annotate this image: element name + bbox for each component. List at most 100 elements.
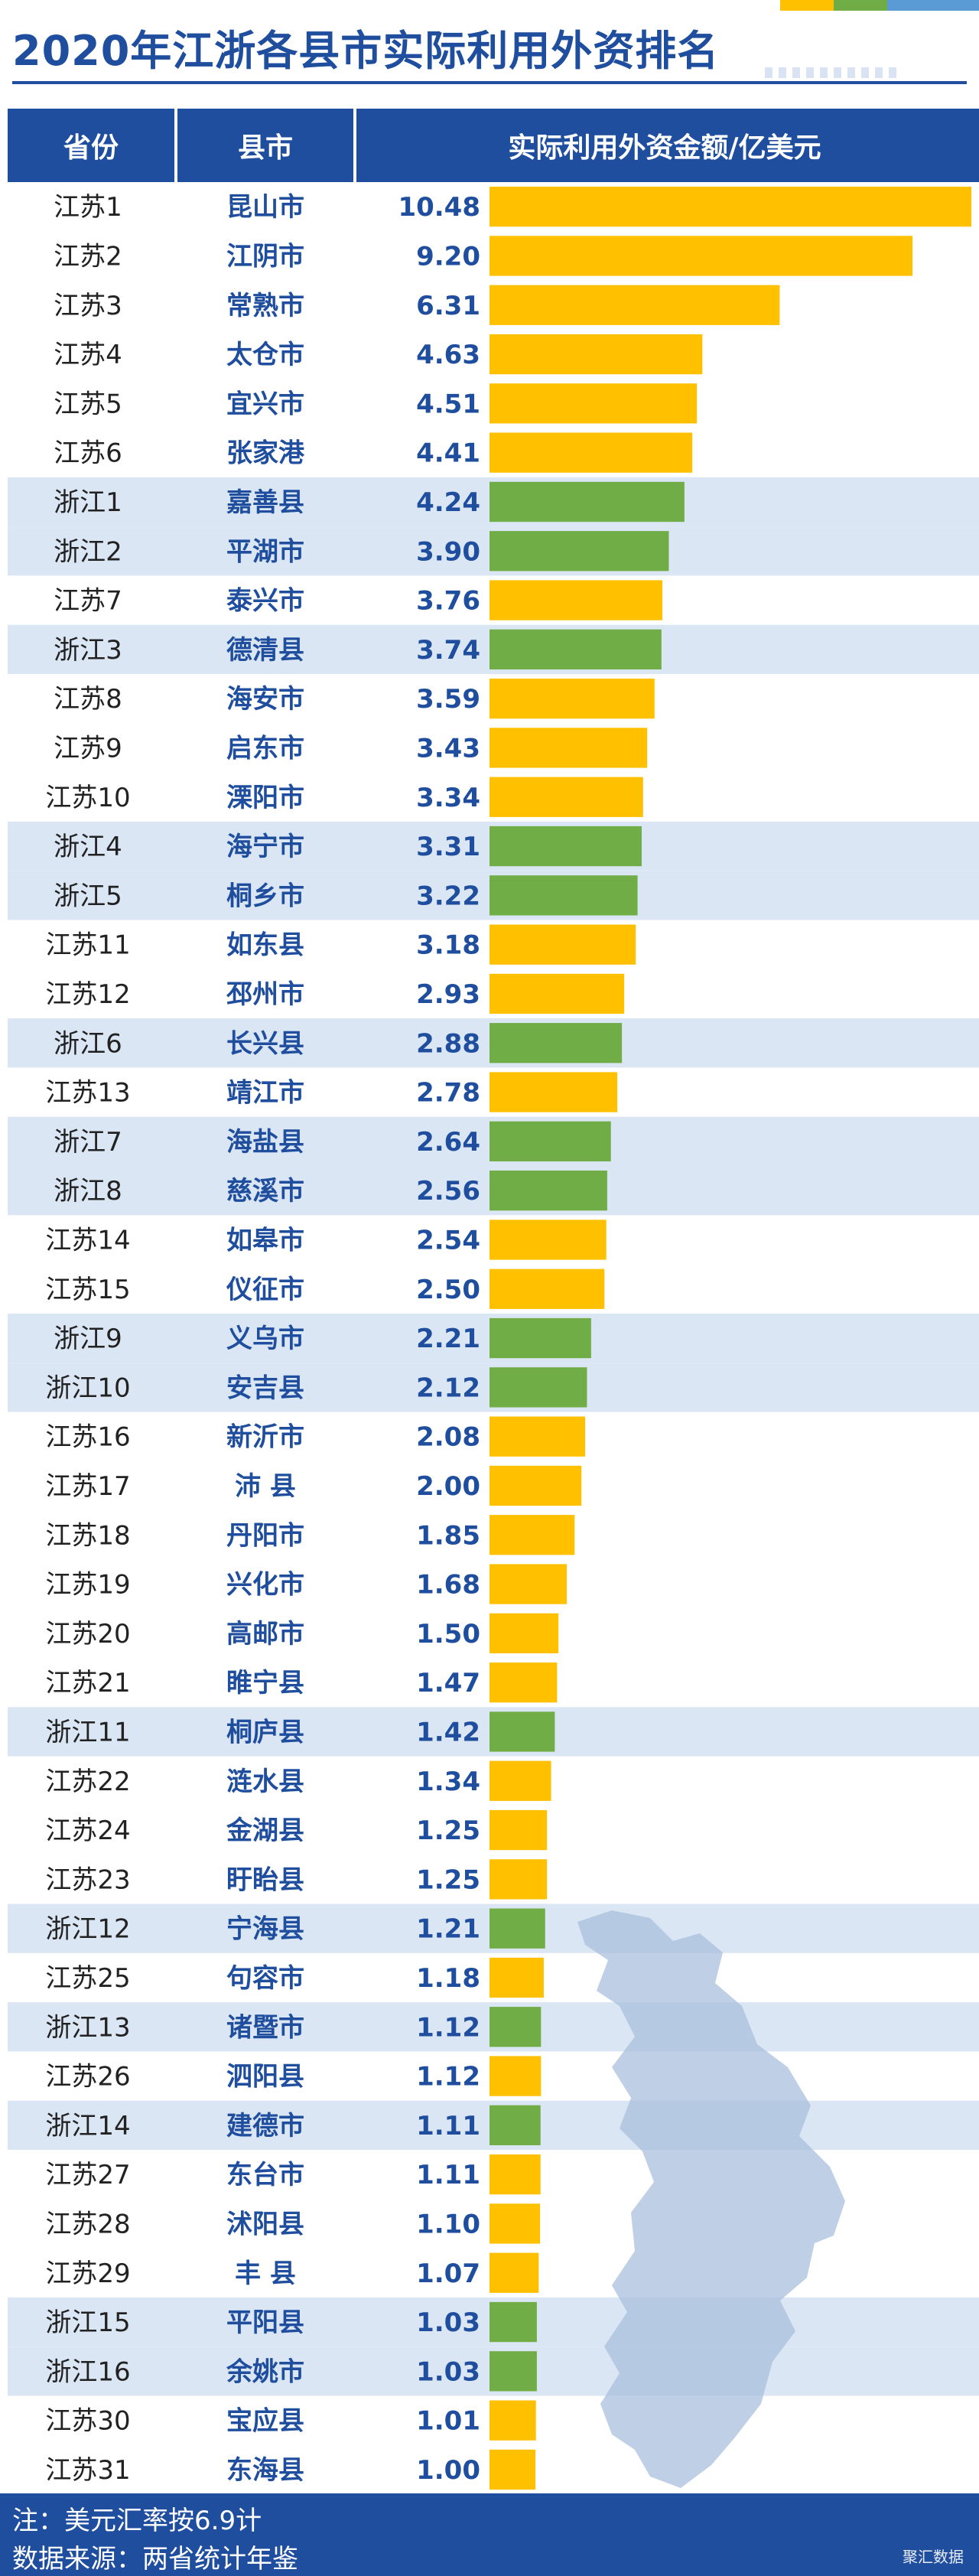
row-county-name: 诸暨市 (226, 2012, 304, 2043)
row-county-name: 宝应县 (226, 2406, 304, 2437)
value-bar (490, 1367, 587, 1408)
value-bar (490, 1663, 558, 1703)
value-bar (490, 1809, 548, 1851)
row-county-name: 丰 县 (235, 2258, 296, 2289)
row-province-rank: 浙江16 (45, 2356, 130, 2387)
row-province-rank: 江苏27 (45, 2160, 130, 2190)
row-county-name: 金湖县 (226, 1816, 304, 1846)
row-county-name: 沭阳县 (226, 2209, 304, 2239)
row-county-name: 泰兴市 (226, 586, 304, 617)
value-bar (490, 481, 685, 523)
value-bar (490, 1268, 605, 1309)
table-row: 江苏2 江阴市 9.20 (54, 236, 913, 276)
row-province-rank: 江苏3 (54, 291, 122, 321)
table-row: 江苏30 宝应县 1.01 (45, 2400, 536, 2441)
row-value-label: 3.18 (416, 930, 480, 961)
row-province-rank: 浙江1 (54, 487, 122, 518)
value-bar (490, 875, 638, 916)
value-bar (490, 1957, 544, 1998)
row-value-label: 3.59 (416, 684, 480, 715)
row-province-rank: 浙江13 (45, 2012, 130, 2043)
value-bar (490, 1711, 555, 1752)
row-province-rank: 江苏10 (45, 783, 130, 813)
row-value-label: 1.01 (416, 2406, 480, 2437)
value-bar (490, 1220, 607, 1260)
table-row: 江苏25 句容市 1.18 (45, 1957, 544, 1998)
table-row: 江苏26 泗阳县 1.12 (45, 2056, 542, 2096)
row-province-rank: 江苏20 (45, 1619, 130, 1649)
row-province-rank: 浙江15 (45, 2307, 130, 2338)
row-value-label: 1.68 (416, 1570, 480, 1601)
row-value-label: 2.00 (416, 1471, 480, 1502)
row-county-name: 东台市 (226, 2160, 304, 2190)
value-bar (490, 334, 703, 375)
row-province-rank: 江苏15 (45, 1275, 130, 1305)
row-value-label: 3.34 (416, 783, 480, 813)
value-bar (490, 187, 971, 227)
exchange-rate-note: 注：美元汇率按6.9计 (12, 2506, 262, 2536)
table-row: 江苏3 常熟市 6.31 (54, 285, 780, 325)
table-row: 江苏13 靖江市 2.78 (45, 1072, 618, 1112)
row-province-rank: 江苏21 (45, 1668, 130, 1698)
row-value-label: 2.54 (416, 1225, 480, 1255)
row-value-label: 1.10 (416, 2209, 480, 2239)
value-bar (490, 973, 625, 1014)
row-county-name: 长兴县 (226, 1028, 304, 1059)
row-county-name: 桐乡市 (226, 881, 304, 911)
table-row: 江苏6 张家港 4.41 (54, 432, 693, 473)
row-county-name: 丹阳市 (226, 1520, 304, 1551)
brand-watermark: 聚汇数据 (903, 2548, 964, 2566)
row-province-rank: 江苏28 (45, 2209, 130, 2239)
row-province-rank: 江苏9 (54, 733, 122, 764)
row-county-name: 句容市 (226, 1963, 304, 1994)
row-province-rank: 浙江9 (54, 1324, 122, 1354)
table-row: 江苏1 昆山市 10.48 (54, 187, 971, 227)
row-county-name: 平阳县 (226, 2307, 304, 2338)
row-value-label: 1.42 (416, 1717, 480, 1747)
row-value-label: 1.11 (416, 2160, 480, 2190)
row-value-label: 2.88 (416, 1028, 480, 1059)
value-bar (490, 1515, 575, 1555)
row-county-name: 东海县 (226, 2455, 304, 2486)
row-value-label: 3.22 (416, 881, 480, 911)
row-value-label: 1.18 (416, 1963, 480, 1994)
row-province-rank: 江苏13 (45, 1078, 130, 1109)
table-row: 浙江4 海宁市 3.31 (54, 826, 642, 867)
value-bar (490, 2252, 539, 2293)
row-province-rank: 江苏14 (45, 1225, 130, 1255)
table-row: 浙江9 义乌市 2.21 (54, 1317, 591, 1359)
top-color-strip (780, 0, 979, 11)
row-value-label: 1.50 (416, 1619, 480, 1649)
row-county-name: 安吉县 (226, 1373, 304, 1403)
value-bar (490, 1465, 582, 1506)
row-value-label: 1.11 (416, 2111, 480, 2141)
table-row: 江苏24 金湖县 1.25 (45, 1809, 548, 1851)
row-county-name: 海安市 (226, 684, 304, 715)
value-bar (490, 2105, 541, 2145)
row-province-rank: 江苏25 (45, 1963, 130, 1994)
table-row: 浙江12 宁海县 1.21 (45, 1908, 545, 1949)
row-province-rank: 江苏18 (45, 1520, 130, 1551)
row-province-rank: 江苏6 (54, 438, 122, 469)
row-value-label: 1.07 (416, 2258, 480, 2289)
value-bar (490, 2351, 537, 2392)
table-row: 江苏31 东海县 1.00 (45, 2449, 536, 2490)
row-county-name: 兴化市 (226, 1570, 304, 1601)
row-value-label: 2.56 (416, 1176, 480, 1207)
row-province-rank: 浙江12 (45, 1914, 130, 1945)
row-county-name: 宁海县 (226, 1914, 304, 1945)
row-county-name: 邳州市 (226, 979, 304, 1010)
value-bar (490, 1908, 545, 1949)
title-underline (12, 81, 967, 84)
table-row: 江苏11 如东县 3.18 (45, 924, 636, 965)
table-row: 江苏21 睢宁县 1.47 (45, 1663, 558, 1703)
row-value-label: 2.21 (416, 1324, 480, 1354)
table-row: 江苏28 沭阳县 1.10 (45, 2203, 541, 2244)
row-county-name: 仪征市 (226, 1275, 304, 1305)
value-bar (490, 432, 693, 473)
table-row: 江苏8 海安市 3.59 (54, 679, 655, 719)
row-county-name: 余姚市 (226, 2356, 304, 2387)
value-bar (490, 2007, 542, 2047)
row-county-name: 太仓市 (226, 340, 304, 370)
row-value-label: 6.31 (416, 291, 480, 321)
